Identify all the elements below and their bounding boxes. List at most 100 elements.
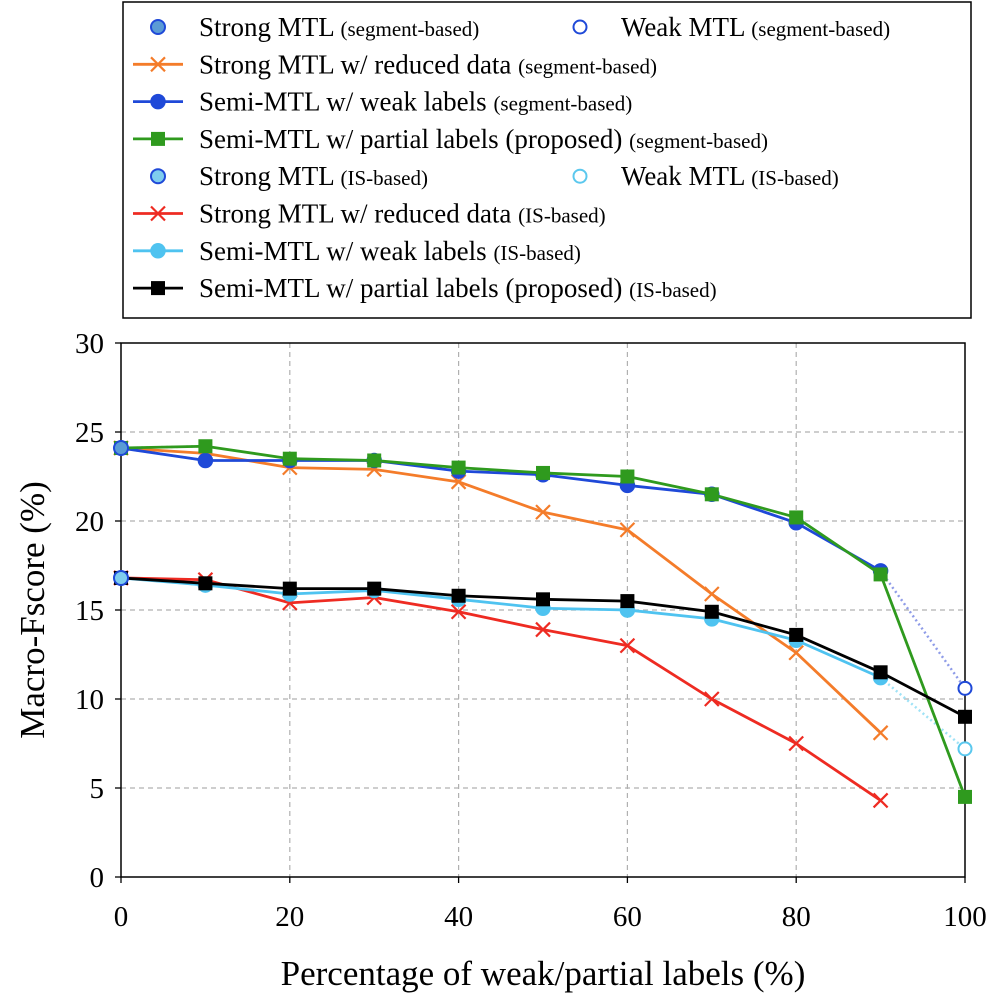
legend-label: Strong MTL (segment-based) [199,12,479,42]
legend-item: Weak MTL (IS-based) [572,161,839,191]
legend-item: Strong MTL (segment-based) [150,12,479,42]
y-axis-label: Macro-Fscore (%) [13,481,52,739]
legend-label: Strong MTL (IS-based) [199,161,428,191]
y-tick-label: 10 [75,684,104,716]
dotted-connector [879,676,966,750]
legend-marker [572,19,588,35]
legend-item: Strong MTL w/ reduced data (segment-base… [133,49,657,79]
data-point [535,504,551,520]
y-tick-label: 15 [75,595,104,627]
series-line [120,576,882,802]
data-point [536,465,550,480]
data-point [619,522,636,538]
data-point [198,576,213,591]
legend-marker [150,19,166,35]
series-line [120,446,882,573]
x-tick-label: 100 [943,901,987,933]
data-point [788,644,804,661]
series-line [120,446,882,734]
legend-item: Strong MTL w/ reduced data (IS-based) [133,199,606,229]
data-point [873,567,888,582]
data-point [704,487,719,502]
legend-marker [150,243,166,259]
legend-label: Strong MTL w/ reduced data (IS-based) [199,199,606,229]
x-axis-label: Percentage of weak/partial labels (%) [281,954,806,993]
data-point [788,735,804,752]
data-point [873,665,888,680]
legend-marker [151,281,165,296]
series-4 [114,439,972,804]
series-6 [957,741,973,757]
series-2 [113,440,889,741]
data-point [704,586,720,602]
legend-label: Weak MTL (segment-based) [621,12,890,42]
data-point [958,789,972,804]
y-tick-label: 20 [75,506,104,538]
dotted-connector [879,570,967,690]
data-point [619,637,636,654]
data-point [957,680,973,696]
legend-marker [150,56,166,73]
data-point [113,440,129,457]
legend-marker [150,168,166,185]
legend-label: Semi-MTL w/ partial labels (proposed) (I… [199,273,717,303]
series-layer [113,439,973,809]
data-point [367,453,382,468]
data-point [957,741,973,757]
y-tick-label: 0 [90,862,105,894]
data-point [872,725,889,741]
tick-labels: 0 20 40 60 80 100 0 5 10 15 20 25 30 [75,328,987,933]
legend-item: Semi-MTL w/ weak labels (IS-based) [133,236,581,266]
legend-item: Semi-MTL w/ weak labels (segment-based) [133,87,632,117]
legend-marker [150,93,166,110]
x-tick-label: 0 [114,901,129,933]
data-point [282,451,297,466]
data-point [958,709,972,724]
x-tick-label: 80 [782,901,811,933]
data-point [789,627,804,642]
data-point [367,581,382,596]
data-point [451,460,466,475]
legend: Strong MTL (segment-based) Weak MTL (segm… [122,1,972,319]
series-line [120,444,967,798]
y-tick-label: 30 [75,328,104,360]
legend-frame [122,1,972,319]
series-line [120,576,882,679]
data-point [620,594,635,609]
series-5 [113,569,129,586]
y-tick-label: 25 [75,417,104,449]
data-point [704,604,719,619]
data-point [197,452,214,469]
data-point [535,621,551,638]
x-tick-label: 60 [613,901,642,933]
legend-label: Semi-MTL w/ weak labels (segment-based) [199,87,632,117]
series-0 [113,440,129,457]
legend-marker [151,131,165,146]
x-tick-label: 40 [444,901,473,933]
legend-item: Weak MTL (segment-based) [572,12,890,42]
data-point [620,469,635,484]
data-point [704,691,720,707]
grid [121,343,965,877]
series-1 [957,680,973,696]
x-tick-label: 20 [275,901,304,933]
y-tick-label: 5 [90,773,105,805]
legend-label: Weak MTL (IS-based) [621,161,839,191]
legend-marker [150,205,166,222]
legend-label: Semi-MTL w/ partial labels (proposed) (s… [199,124,768,154]
legend-label: Semi-MTL w/ weak labels (IS-based) [199,236,581,266]
legend-item: Semi-MTL w/ partial labels (proposed) (s… [133,124,768,154]
series-9 [114,570,972,724]
data-point [789,510,804,525]
legend-item: Strong MTL (IS-based) [150,161,428,191]
legend-label: Strong MTL w/ reduced data (segment-base… [199,49,657,79]
series-7 [113,570,889,809]
data-point [536,592,550,607]
data-point [450,604,467,620]
data-point [451,588,466,603]
legend-item: Semi-MTL w/ partial labels (proposed) (I… [133,273,717,303]
data-point [198,439,213,454]
data-point [872,792,889,809]
data-point [282,581,297,596]
